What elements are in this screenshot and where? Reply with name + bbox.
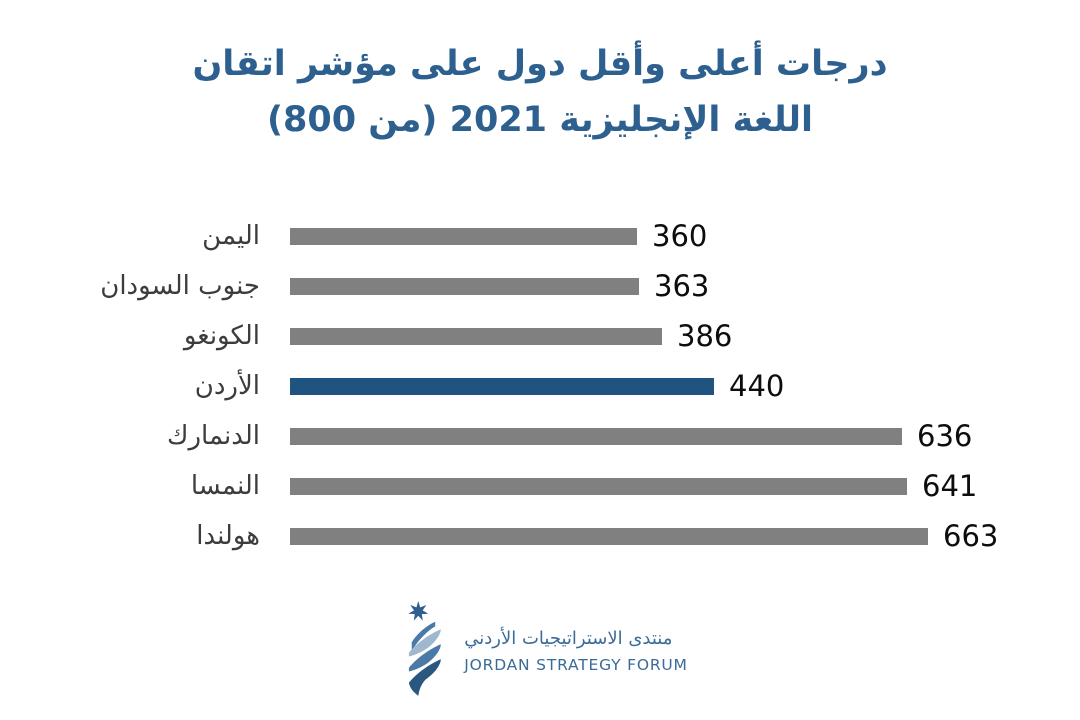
ribbon-segment-4 [409, 659, 442, 696]
value-label: 360 [652, 219, 708, 253]
chart-row: الأردن 440 [60, 361, 1040, 411]
chart-title-line2: اللغة الإنجليزية 2021 (من 800) [267, 100, 813, 140]
logo-text-arabic: منتدى الاستراتيجيات الأردني [464, 628, 673, 649]
bar [290, 527, 928, 545]
value-label: 363 [654, 269, 710, 303]
logo-text-block: منتدى الاستراتيجيات الأردني JORDAN STRAT… [464, 622, 687, 674]
bar [290, 427, 902, 445]
value-label: 663 [943, 519, 999, 553]
bar [290, 277, 639, 295]
value-label: 386 [677, 319, 733, 353]
value-label: 636 [917, 419, 973, 453]
ribbon-segment-2 [409, 629, 442, 657]
category-label: الدنمارك [167, 421, 260, 451]
chart-title-line1: درجات أعلى وأقل دول على مؤشر اتقان [192, 44, 888, 84]
chart-row: اليمن 360 [60, 211, 1040, 261]
jordan-strategy-forum-logo-mark [408, 601, 442, 696]
value-label: 440 [729, 369, 785, 403]
category-label: اليمن [202, 221, 260, 251]
bar [290, 227, 637, 245]
seven-pointed-star-icon [408, 601, 429, 621]
chart-row: هولندا 663 [60, 511, 1040, 561]
value-label: 641 [922, 469, 978, 503]
category-label: جنوب السودان [100, 271, 260, 301]
ribbon-segment-1 [411, 621, 436, 651]
category-label: الكونغو [183, 321, 260, 351]
footer-logo: منتدى الاستراتيجيات الأردني JORDAN STRAT… [0, 597, 1080, 699]
bar [290, 327, 662, 345]
chart-row: جنوب السودان 363 [60, 261, 1040, 311]
chart-title: درجات أعلى وأقل دول على مؤشر اتقان اللغة… [0, 36, 1080, 148]
category-label: الأردن [194, 371, 260, 401]
bar [290, 477, 907, 495]
logo-text-english: JORDAN STRATEGY FORUM [464, 656, 688, 674]
bar-chart: اليمن 360 جنوب السودان 363 الكونغو 386 ا… [60, 211, 1040, 561]
chart-row: النمسا 641 [60, 461, 1040, 511]
bar [290, 377, 714, 395]
chart-row: الكونغو 386 [60, 311, 1040, 361]
category-label: النمسا [190, 471, 260, 501]
ribbon-segment-3 [409, 644, 442, 672]
chart-row: الدنمارك 636 [60, 411, 1040, 461]
category-label: هولندا [196, 521, 260, 551]
